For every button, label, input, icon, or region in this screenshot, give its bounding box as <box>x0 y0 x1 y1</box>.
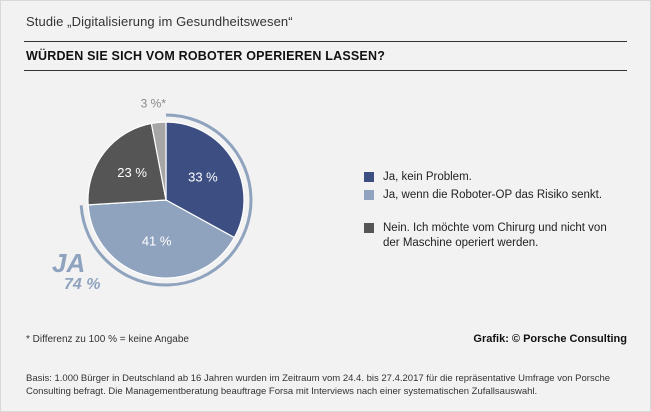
headline-rule <box>24 70 627 71</box>
methodology-note: Basis: 1.000 Bürger in Deutschland ab 16… <box>26 373 611 397</box>
legend-item-ja-kein-problem: Ja, kein Problem. <box>364 170 623 185</box>
slice-ja-kein-problem <box>165 121 245 239</box>
legend-swatch <box>364 190 374 200</box>
footnote: * Differenz zu 100 % = keine Angabe <box>26 334 189 345</box>
ja-group-arc <box>79 113 253 287</box>
legend-label: Ja, wenn die Roboter-OP das Risiko senkt… <box>383 189 603 201</box>
ja-group-label: JA <box>52 248 85 278</box>
slice-nein <box>87 122 167 206</box>
legend-swatch <box>364 223 374 233</box>
legend-label: Nein. Ich möchte vom Chirurg und nicht v… <box>383 222 607 249</box>
study-title: Studie „Digitalisierung im Gesundheitswe… <box>26 14 293 29</box>
slice-value-label: 41 % <box>142 233 172 248</box>
ja-group-value: 74 % <box>64 276 100 293</box>
legend-swatch <box>364 172 374 182</box>
slice-value-label: 3 %* <box>141 97 167 111</box>
slice-keine-angabe <box>150 121 167 201</box>
slice-value-label: 23 % <box>117 165 147 180</box>
slice-ja-wenn-risiko <box>87 199 236 279</box>
slice-value-label: 33 % <box>188 170 218 185</box>
legend-item-ja-wenn-risiko: Ja, wenn die Roboter-OP das Risiko senkt… <box>364 188 623 203</box>
chart-question: WÜRDEN SIE SICH VOM ROBOTER OPERIEREN LA… <box>26 49 386 63</box>
legend-label: Ja, kein Problem. <box>383 171 472 183</box>
credit: Grafik: © Porsche Consulting <box>473 333 627 345</box>
legend-item-nein: Nein. Ich möchte vom Chirurg und nicht v… <box>364 221 623 251</box>
top-rule <box>24 41 627 42</box>
